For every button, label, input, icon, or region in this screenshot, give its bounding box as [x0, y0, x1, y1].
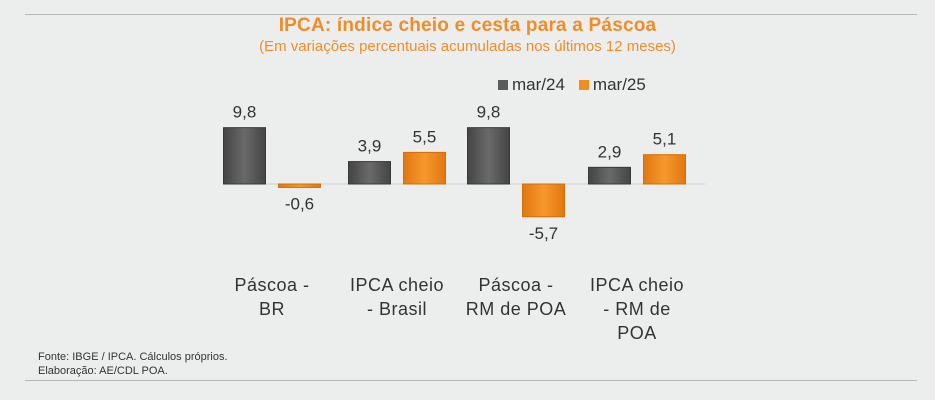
data-label-mar24-2: 9,8: [477, 103, 501, 122]
data-label-mar25-2: -5,7: [529, 224, 558, 243]
bar-mar24-1: [348, 161, 391, 185]
category-label-1: IPCA cheio - Brasil: [332, 273, 462, 321]
bottom-divider: [25, 380, 917, 381]
bar-mar25-3: [643, 154, 686, 185]
category-label-line: POA: [617, 323, 657, 343]
category-label-line: BR: [258, 299, 285, 319]
legend-swatch-mar25: [578, 80, 589, 90]
category-label-2: Páscoa - RM de POA: [451, 273, 581, 321]
data-label-mar24-3: 2,9: [598, 142, 622, 161]
category-label-line: RM de POA: [465, 299, 567, 319]
legend: mar/24 mar/25: [498, 74, 660, 96]
legend-item-mar25: mar/25: [578, 75, 646, 95]
category-label-line: Páscoa -: [478, 275, 554, 295]
data-label-mar25-3: 5,1: [653, 130, 677, 149]
bar-mar25-2: [522, 183, 565, 218]
category-label-line: - Brasil: [366, 299, 427, 319]
bar-mar24-3: [588, 166, 631, 185]
category-label-3: IPCA cheio - RM de POA: [572, 273, 702, 345]
data-label-mar25-1: 5,5: [413, 127, 437, 146]
bar-mar24-2: [467, 127, 510, 185]
legend-swatch-mar24: [498, 80, 508, 90]
category-label-line: IPCA cheio: [349, 275, 445, 295]
category-label-line: - RM de: [603, 299, 671, 319]
credit-note: Elaboração: AE/CDL POA.: [38, 365, 168, 377]
legend-label-mar25: mar/25: [592, 75, 646, 94]
source-note: Fonte: IBGE / IPCA. Cálculos próprios.: [38, 351, 228, 363]
top-divider: [25, 14, 917, 15]
data-label-mar25-0: -0,6: [285, 194, 314, 213]
bar-mar24-0: [223, 127, 266, 185]
data-label-mar24-0: 9,8: [233, 103, 257, 122]
legend-item-mar24: mar/24: [498, 75, 565, 95]
bar-mar25-1: [403, 151, 446, 185]
legend-label-mar24: mar/24: [512, 75, 565, 94]
category-label-line: Páscoa -: [234, 275, 310, 295]
category-label-line: IPCA cheio: [589, 275, 685, 295]
data-label-mar24-1: 3,9: [358, 137, 382, 156]
chart-title: IPCA: índice cheio e cesta para a Páscoa: [278, 15, 657, 36]
category-label-0: Páscoa - BR: [207, 273, 337, 321]
chart-subtitle: (Em variações percentuais acumuladas nos…: [259, 38, 676, 55]
bar-mar25-0: [278, 183, 321, 188]
